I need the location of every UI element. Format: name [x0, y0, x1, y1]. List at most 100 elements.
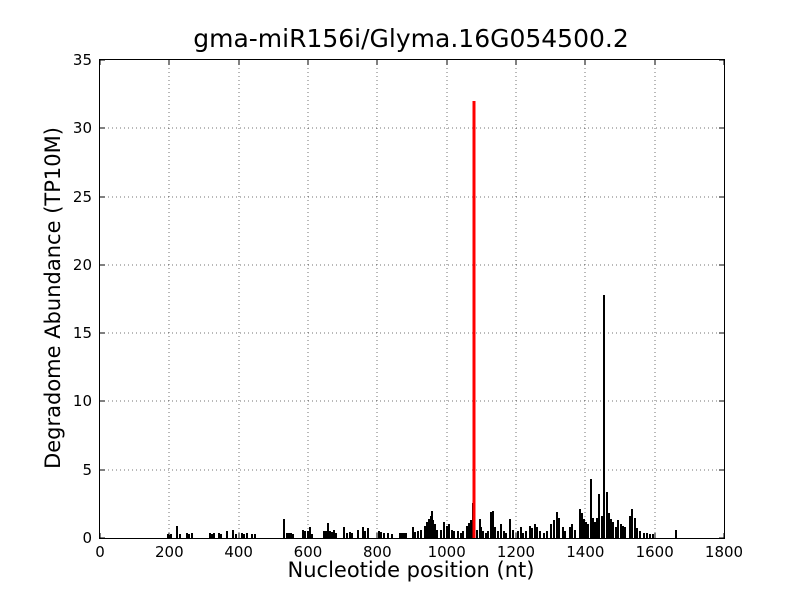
degradome-signal-bar	[232, 529, 235, 538]
degradome-signal-bar	[531, 528, 534, 538]
degradome-signal-bar	[186, 533, 189, 538]
degradome-signal-bar	[179, 533, 182, 538]
degradome-signal-bar	[303, 531, 306, 538]
degradome-signal-bar	[480, 527, 483, 538]
degradome-signal-bar	[432, 520, 435, 538]
degradome-signal-bar	[462, 531, 465, 538]
degradome-signal-bar	[190, 533, 193, 538]
degradome-signal-bar	[573, 529, 576, 538]
degradome-signal-bar	[417, 531, 420, 538]
y-tick-mark-left	[100, 264, 105, 266]
degradome-signal-bar	[476, 529, 479, 538]
x-tick-label: 1200	[496, 543, 536, 561]
degradome-signal-bar	[450, 529, 453, 538]
degradome-signal-bar	[561, 527, 564, 538]
degradome-signal-bar	[539, 531, 542, 538]
x-tick-mark-top	[99, 60, 101, 65]
degradome-signal-bar	[322, 531, 325, 538]
degradome-signal-bar	[253, 533, 256, 538]
degradome-signal-bar	[546, 531, 549, 538]
degradome-signal-bar	[528, 525, 531, 538]
degradome-signal-bar	[564, 531, 567, 538]
degradome-signal-bar	[343, 527, 346, 538]
y-tick-mark-left	[100, 59, 105, 61]
degradome-signal-bar	[589, 479, 592, 538]
degradome-signal-bar	[609, 518, 612, 538]
degradome-signal-bar	[170, 533, 173, 538]
degradome-signal-bar	[245, 533, 248, 538]
degradome-signal-bar	[459, 532, 462, 538]
y-gridline	[100, 469, 724, 471]
degradome-signal-bar	[502, 531, 505, 538]
degradome-signal-bar	[598, 494, 601, 538]
degradome-signal-bar	[469, 520, 472, 538]
x-gridline	[584, 60, 586, 538]
degradome-signal-bar	[516, 531, 519, 538]
degradome-signal-bar	[591, 517, 594, 538]
degradome-signal-bar	[582, 518, 585, 538]
x-tick-mark-top	[723, 60, 725, 65]
degradome-signal-bar	[250, 533, 253, 538]
y-axis-label: Degradome Abundance (TP10M)	[41, 127, 65, 469]
degradome-signal-bar	[345, 532, 348, 538]
degradome-signal-bar	[335, 532, 338, 538]
degradome-signal-bar	[587, 524, 590, 538]
y-tick-mark-right	[719, 59, 724, 61]
degradome-signal-bar	[420, 529, 422, 538]
y-tick-mark-right	[719, 400, 724, 402]
degradome-signal-bar	[605, 491, 608, 538]
degradome-signal-bar	[631, 509, 634, 538]
x-tick-mark-bottom	[654, 533, 656, 538]
degradome-signal-bar	[607, 513, 610, 538]
x-tick-mark-top	[446, 60, 448, 65]
degradome-signal-bar	[386, 533, 389, 538]
degradome-signal-bar	[482, 531, 485, 538]
degradome-signal-bar	[361, 527, 364, 538]
degradome-signal-bar	[188, 533, 191, 538]
degradome-signal-bar	[651, 533, 654, 538]
degradome-signal-bar	[403, 532, 406, 538]
degradome-signal-bar	[542, 532, 545, 538]
y-tick-mark-right	[719, 127, 724, 129]
degradome-signal-bar	[471, 502, 474, 538]
degradome-signal-bar	[521, 532, 524, 538]
y-gridline	[100, 264, 724, 266]
degradome-signal-bar	[208, 533, 211, 538]
y-tick-mark-right	[719, 469, 724, 471]
mirna-cleavage-site-bar	[472, 100, 476, 538]
degradome-signal-bar	[490, 512, 493, 538]
x-tick-label: 1600	[635, 543, 674, 561]
x-tick-mark-top	[307, 60, 309, 65]
y-tick-label: 35	[72, 51, 92, 69]
x-tick-mark-bottom	[376, 533, 378, 538]
degradome-signal-bar	[487, 531, 490, 538]
degradome-signal-bar	[382, 532, 385, 538]
degradome-signal-bar	[600, 516, 603, 538]
degradome-signal-bar	[283, 518, 286, 538]
degradome-signal-bar	[351, 532, 354, 538]
degradome-signal-bar	[428, 518, 431, 538]
y-tick-mark-left	[100, 332, 105, 334]
x-tick-mark-top	[515, 60, 517, 65]
degradome-signal-bar	[333, 529, 335, 538]
y-tick-mark-right	[719, 332, 724, 334]
degradome-signal-bar	[400, 533, 403, 538]
y-tick-label: 0	[82, 529, 92, 547]
y-tick-mark-right	[719, 196, 724, 198]
degradome-signal-bar	[302, 529, 305, 538]
degradome-signal-bar	[456, 531, 459, 538]
degradome-signal-bar	[378, 531, 381, 538]
degradome-signal-bar	[220, 533, 223, 538]
degradome-signal-bar	[426, 521, 429, 538]
x-tick-label: 0	[95, 543, 105, 561]
degradome-signal-bar	[448, 524, 451, 538]
y-gridline	[100, 196, 724, 198]
x-axis-label: Nucleotide position (nt)	[287, 558, 535, 582]
degradome-signal-bar	[380, 531, 383, 538]
degradome-signal-bar	[443, 521, 446, 538]
y-tick-mark-left	[100, 127, 105, 129]
degradome-signal-bar	[533, 524, 536, 538]
degradome-signal-bar	[494, 527, 497, 538]
degradome-signal-bar	[440, 529, 443, 538]
